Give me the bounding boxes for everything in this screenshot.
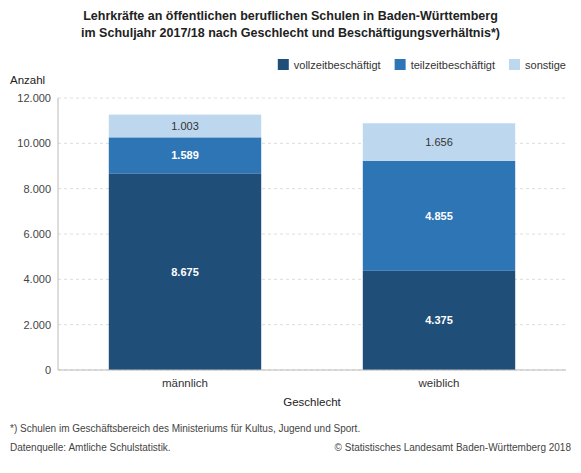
legend-item: teilzeitbeschäftigt [395, 59, 495, 71]
bar-segment [363, 271, 515, 370]
y-tick-label: 10.000 [17, 137, 51, 149]
y-tick-label: 6.000 [23, 228, 51, 240]
grid-line [58, 370, 566, 371]
y-tick-label: 0 [45, 364, 51, 376]
legend-label: vollzeitbeschäftigt [294, 59, 381, 71]
data-labels: 8.675 1.589 1.003 4.375 4.855 1.656 [171, 120, 453, 326]
legend-item: sonstige [509, 59, 566, 71]
subtitle: im Schuljahr 2017/18 nach Geschlecht und… [81, 26, 500, 40]
y-axis-line [58, 98, 59, 370]
chart: Lehrkräfte an öffentlichen beruflichen S… [0, 0, 581, 473]
bars [109, 115, 515, 370]
y-tick-label: 12.000 [17, 92, 51, 104]
legend: vollzeitbeschäftigt teilzeitbeschäftigt so… [278, 59, 566, 71]
y-axis-label: Anzahl [10, 74, 45, 86]
data-label: 4.855 [425, 210, 453, 222]
x-tick-label: männlich [162, 377, 208, 389]
bar-segment [363, 123, 515, 161]
data-label: 1.003 [171, 120, 199, 132]
x-axis-label: Geschlecht [283, 396, 341, 408]
grid-line [58, 98, 566, 99]
title: Lehrkräfte an öffentlichen beruflichen S… [83, 9, 498, 23]
bar-segment [363, 161, 515, 271]
footnotes: *) Schulen im Geschäftsbereich des Minis… [10, 423, 571, 453]
titles: Lehrkräfte an öffentlichen beruflichen S… [81, 9, 500, 40]
data-label: 1.656 [425, 136, 453, 148]
y-tick-label: 2.000 [23, 319, 51, 331]
bar-segment [109, 173, 261, 370]
data-label: 8.675 [171, 266, 199, 278]
legend-swatch [278, 59, 289, 70]
y-tick-label: 4.000 [23, 273, 51, 285]
legend-label: teilzeitbeschäftigt [411, 59, 495, 71]
x-tick-label: weiblich [418, 377, 460, 389]
page: {"chart_data": { "type": "bar", "title":… [0, 0, 581, 473]
y-tick-label: 8.000 [23, 183, 51, 195]
bar-segment [109, 115, 261, 138]
data-label: 4.375 [425, 314, 453, 326]
legend-item: vollzeitbeschäftigt [278, 59, 381, 71]
legend-swatch [509, 59, 520, 70]
bar-segment [109, 137, 261, 173]
footnote: Datenquelle: Amtliche Schulstatistik. [10, 442, 171, 453]
footnote: *) Schulen im Geschäftsbereich des Minis… [10, 423, 360, 434]
y-axis: 0 2.000 4.000 6.000 8.000 10.000 12.000 [17, 92, 566, 376]
legend-swatch [395, 59, 406, 70]
footnote: © Statistisches Landesamt Baden-Württemb… [335, 442, 572, 453]
data-label: 1.589 [171, 149, 199, 161]
x-axis: männlich weiblich Geschlecht [162, 377, 459, 408]
legend-label: sonstige [525, 59, 566, 71]
x-axis-line [58, 370, 566, 371]
